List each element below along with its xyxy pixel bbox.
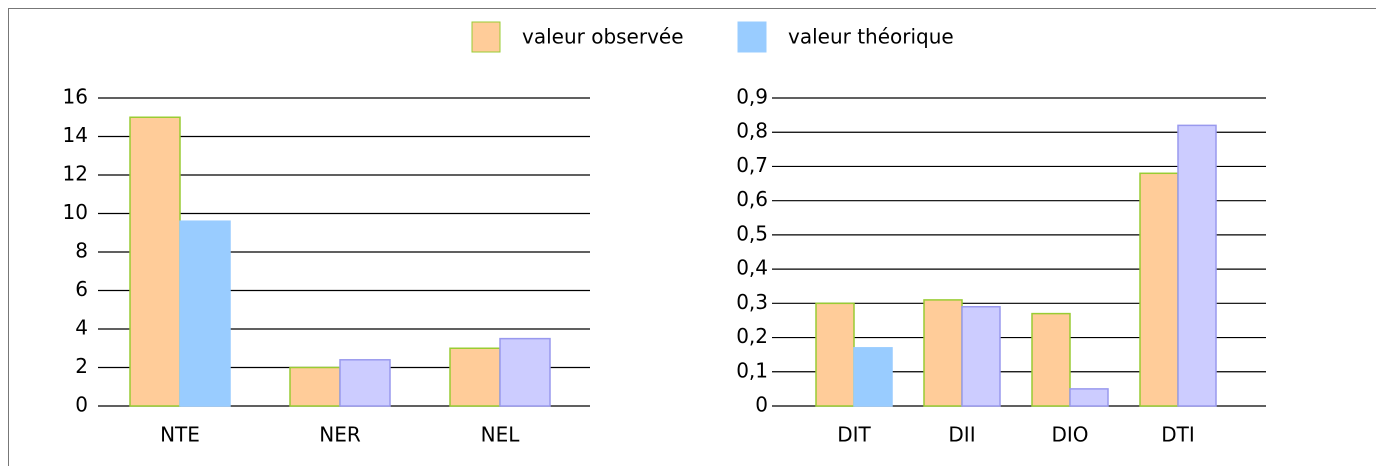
y-tick-label: 0 xyxy=(755,393,768,417)
y-tick-label: 8 xyxy=(75,239,88,263)
y-tick-label: 0,7 xyxy=(736,153,768,177)
x-tick-label: DII xyxy=(948,423,975,447)
bar xyxy=(1069,388,1109,407)
x-tick-label: DIT xyxy=(837,423,871,447)
y-tick-label: 10 xyxy=(63,200,88,224)
y-tick-label: 2 xyxy=(75,354,88,378)
bar xyxy=(499,337,551,407)
y-tick-label: 4 xyxy=(75,316,88,340)
x-tick-label: NEL xyxy=(481,423,521,447)
legend-swatch xyxy=(737,21,767,53)
legend-label: valeur observée xyxy=(522,25,684,49)
bar xyxy=(853,347,893,407)
x-tick-label: NER xyxy=(319,423,361,447)
y-tick-label: 0 xyxy=(75,393,88,417)
x-tick-label: NTE xyxy=(160,423,200,447)
y-tick-label: 16 xyxy=(63,85,88,109)
bar xyxy=(289,366,341,407)
legend-swatch xyxy=(471,21,501,53)
legend-label: valeur théorique xyxy=(788,25,954,49)
y-tick-label: 0,6 xyxy=(736,187,768,211)
bar xyxy=(129,116,181,407)
y-tick-label: 6 xyxy=(75,277,88,301)
y-tick-label: 0,1 xyxy=(736,358,768,382)
x-tick-label: DTI xyxy=(1161,423,1195,447)
x-tick-label: DIO xyxy=(1051,423,1088,447)
y-tick-label: 0,4 xyxy=(736,256,768,280)
bar xyxy=(1177,124,1217,407)
y-tick-label: 14 xyxy=(63,123,88,147)
bar xyxy=(1139,172,1179,407)
y-tick-label: 0,8 xyxy=(736,119,768,143)
y-tick-label: 0,5 xyxy=(736,221,768,245)
bar xyxy=(961,306,1001,407)
bar xyxy=(449,347,501,407)
bar xyxy=(1031,312,1071,407)
bar xyxy=(339,359,391,407)
frame xyxy=(8,8,1376,466)
y-tick-label: 12 xyxy=(63,162,88,186)
y-tick-label: 0,9 xyxy=(736,85,768,109)
y-tick-label: 0,2 xyxy=(736,324,768,348)
bar xyxy=(815,302,855,407)
bar xyxy=(179,220,231,407)
y-tick-label: 0,3 xyxy=(736,290,768,314)
bar xyxy=(923,299,963,407)
